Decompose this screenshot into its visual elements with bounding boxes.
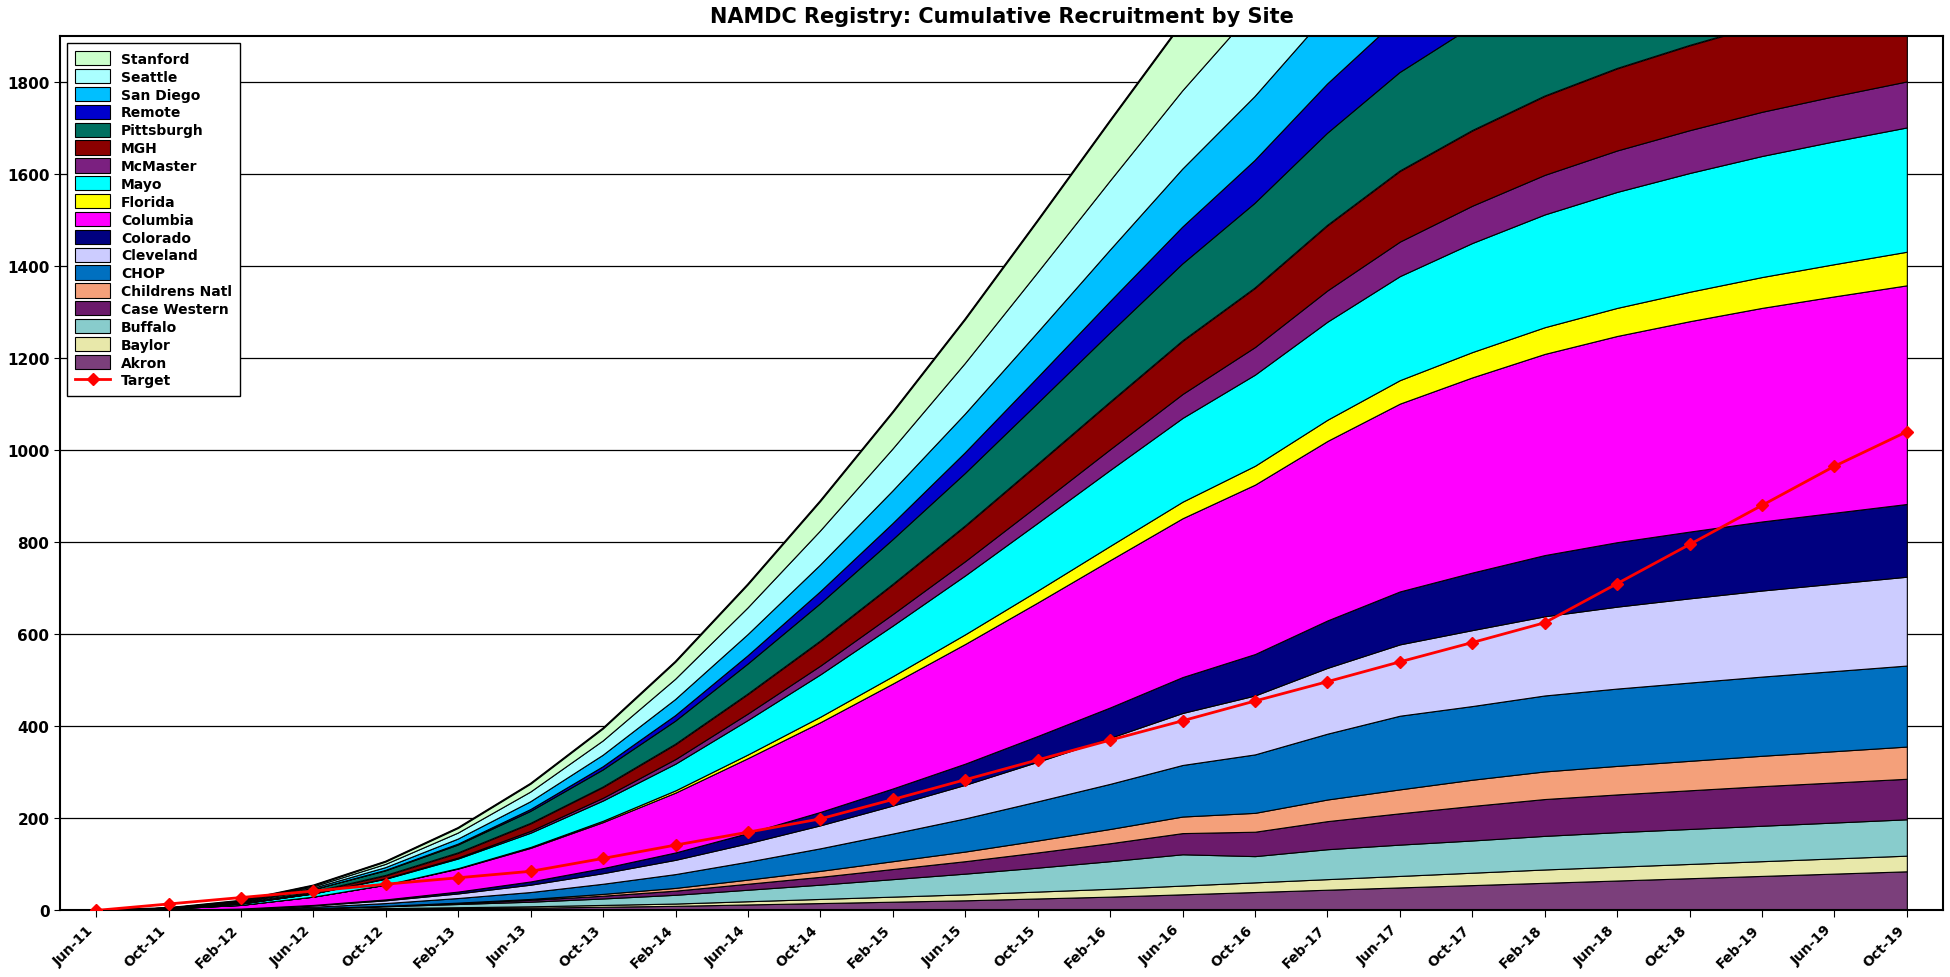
Title: NAMDC Registry: Cumulative Recruitment by Site: NAMDC Registry: Cumulative Recruitment b… (710, 7, 1293, 27)
Legend: Stanford, Seattle, San Diego, Remote, Pittsburgh, MGH, McMaster, Mayo, Florida, : Stanford, Seattle, San Diego, Remote, Pi… (66, 44, 240, 397)
